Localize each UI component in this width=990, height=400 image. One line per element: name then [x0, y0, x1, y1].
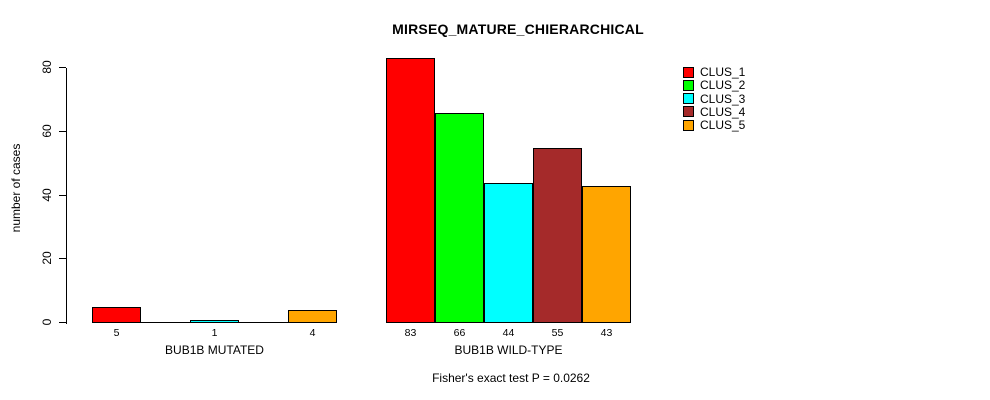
bar-clus_3-wild-type — [484, 183, 533, 323]
bar-clus_1-wild-type — [386, 58, 435, 323]
bar-clus_3-mutated — [190, 320, 239, 323]
bar-clus_1-mutated — [92, 307, 141, 323]
bar-clus_2-mutated — [141, 322, 190, 323]
legend-label: CLUS_4 — [700, 104, 746, 119]
y-tick-mark — [59, 322, 66, 323]
y-tick-mark — [59, 195, 66, 196]
legend-swatch-icon — [683, 119, 694, 131]
y-tick-label: 0 — [40, 318, 54, 326]
legend-swatch-icon — [683, 66, 694, 78]
x-axis-group-label-mutated: BUB1B MUTATED — [165, 343, 264, 357]
y-tick-label: 80 — [40, 60, 54, 74]
bar-clus_2-wild-type — [435, 113, 484, 323]
legend-label: CLUS_1 — [700, 65, 746, 79]
legend-item-clus_5: CLUS_5 — [683, 119, 745, 131]
bar-value-label: 43 — [600, 327, 613, 339]
legend: CLUS_1 CLUS_2 CLUS_3 CLUS_4 CLUS_5 — [683, 66, 793, 136]
bar-value-label: 66 — [453, 327, 466, 339]
bar-clus_4-mutated — [239, 322, 288, 323]
legend-swatch-icon — [683, 79, 694, 91]
y-axis-label: number of cases — [9, 143, 23, 233]
legend-label: CLUS_3 — [700, 91, 746, 106]
y-tick-mark — [59, 131, 66, 132]
bar-value-label: 4 — [309, 327, 316, 339]
legend-swatch-icon — [683, 93, 694, 105]
bar-clus_5-wild-type — [582, 186, 631, 323]
legend-item-clus_2: CLUS_2 — [683, 79, 745, 91]
bar-value-label: 83 — [404, 327, 417, 339]
bar-clus_5-mutated — [288, 310, 337, 323]
y-tick-mark — [59, 258, 66, 259]
bar-clus_4-wild-type — [533, 148, 582, 323]
legend-item-clus_4: CLUS_4 — [683, 106, 745, 118]
bar-value-label: 55 — [551, 327, 564, 339]
y-tick-mark — [59, 67, 66, 68]
legend-label: CLUS_5 — [700, 118, 746, 133]
bar-value-label: 5 — [113, 327, 120, 339]
bar-value-label: 1 — [211, 327, 218, 339]
y-axis-line — [66, 68, 67, 324]
y-tick-label: 40 — [40, 188, 54, 202]
chart-title: MIRSEQ_MATURE_CHIERARCHICAL — [392, 21, 644, 37]
legend-swatch-icon — [683, 106, 694, 118]
y-tick-label: 20 — [40, 251, 54, 265]
legend-label: CLUS_2 — [700, 78, 746, 93]
x-axis-group-label-wild-type: BUB1B WILD-TYPE — [454, 343, 563, 357]
legend-item-clus_3: CLUS_3 — [683, 93, 745, 105]
legend-item-clus_1: CLUS_1 — [683, 66, 745, 78]
subtitle-fisher-test: Fisher's exact test P = 0.0262 — [432, 371, 590, 385]
y-tick-label: 60 — [40, 124, 54, 138]
bar-value-label: 44 — [502, 327, 515, 339]
